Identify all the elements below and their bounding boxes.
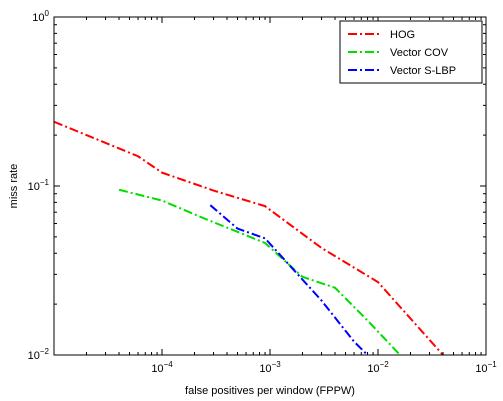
y-tick-label: 10−2 bbox=[28, 347, 50, 362]
x-tick-label: 10−3 bbox=[259, 360, 281, 375]
x-tick-label: 10−1 bbox=[475, 360, 497, 375]
legend-label-2: Vector COV bbox=[390, 47, 449, 59]
y-axis-label: miss rate bbox=[8, 164, 20, 209]
series-line-2 bbox=[118, 188, 401, 356]
legend: HOG Vector COV Vector S-LBP bbox=[339, 20, 483, 84]
x-tick-label: 10−4 bbox=[151, 360, 173, 375]
y-tick-label: 100 bbox=[32, 9, 49, 24]
x-tick-label: 10−2 bbox=[367, 360, 389, 375]
legend-label-1: HOG bbox=[390, 29, 415, 41]
legend-label-3: Vector S-LBP bbox=[390, 65, 456, 77]
y-tick-label: 10−1 bbox=[28, 178, 50, 193]
series-layer bbox=[53, 120, 444, 356]
series-line-3 bbox=[209, 204, 369, 356]
tick-layer: 10−4 10−3 10−2 10−1 10−2 10−1 100 bbox=[28, 9, 498, 375]
legend-box bbox=[339, 20, 483, 84]
series-line-1 bbox=[53, 120, 444, 356]
plot-frame bbox=[53, 16, 487, 356]
x-axis-label: false positives per window (FPPW) bbox=[185, 385, 355, 397]
